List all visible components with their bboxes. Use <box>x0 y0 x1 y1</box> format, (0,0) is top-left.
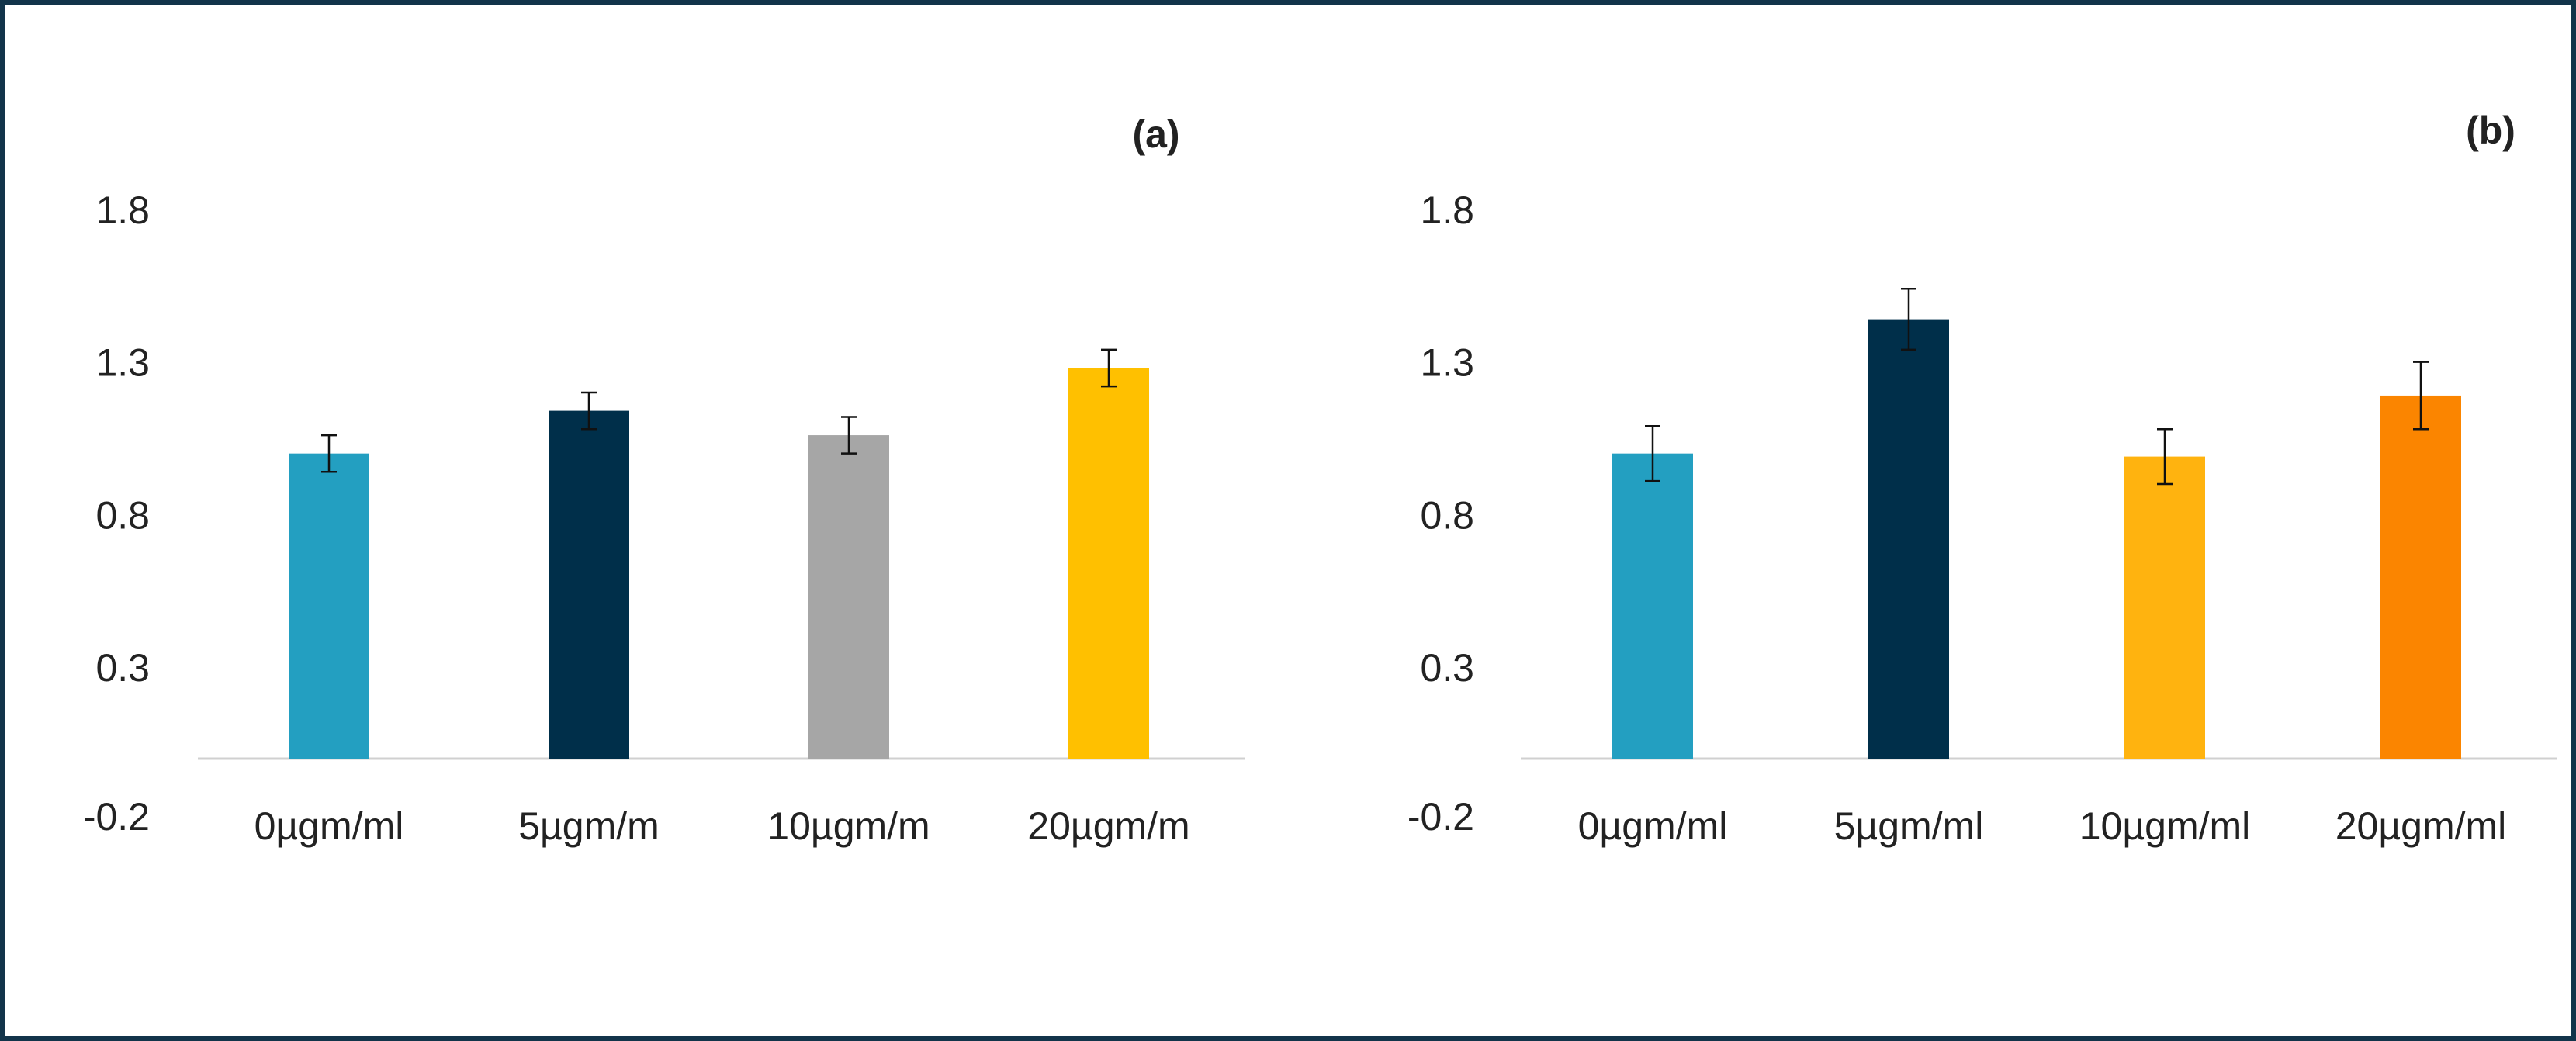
y-tick-label: 0.3 <box>95 646 150 690</box>
chart-panel-b: (b) 1.8 1.3 0.8 0.3 -0.2 0µgm/ml 5µgm/ml 10µgm/m… <box>1407 109 2557 848</box>
y-tick-label: 0.3 <box>1420 646 1474 690</box>
bar <box>1068 368 1149 759</box>
x-category-label: 5µgm/ml <box>1834 804 1984 848</box>
y-tick-label: -0.2 <box>83 795 150 839</box>
y-tick-label: 1.8 <box>1420 188 1474 232</box>
x-category-label: 20µgm/ml <box>2335 804 2507 848</box>
x-category-label: 0µgm/ml <box>254 804 404 848</box>
y-tick-label: 0.8 <box>95 493 150 537</box>
error-bar <box>1901 288 1916 351</box>
bar <box>549 410 629 759</box>
error-bar <box>1645 425 1660 482</box>
chart-panel-a: (a) 1.8 1.3 0.8 0.3 -0.2 0µgm/ml 5µgm/m 10µgm/m 2… <box>83 112 1245 848</box>
y-tick-label: 1.8 <box>95 188 150 232</box>
y-tick-label: 1.3 <box>1420 341 1474 385</box>
y-tick-label: 1.3 <box>95 341 150 385</box>
x-category-label: 10µgm/ml <box>2079 804 2251 848</box>
panel-title: (b) <box>2466 109 2515 152</box>
y-tick-label: 0.8 <box>1420 493 1474 537</box>
bar <box>1612 453 1693 759</box>
error-bar <box>1101 348 1117 388</box>
bar <box>289 453 369 759</box>
error-bar <box>581 391 597 431</box>
error-bar <box>2157 427 2173 486</box>
y-tick-label: -0.2 <box>1407 795 1474 839</box>
error-bar <box>2413 361 2429 431</box>
x-category-label: 5µgm/m <box>518 804 660 848</box>
error-bar <box>841 416 857 455</box>
bar <box>2380 395 2461 759</box>
x-category-label: 10µgm/m <box>767 804 930 848</box>
bar <box>2124 456 2205 759</box>
panel-title: (a) <box>1132 112 1179 156</box>
error-bar <box>321 434 337 473</box>
x-category-label: 0µgm/ml <box>1578 804 1728 848</box>
bar <box>1868 319 1949 759</box>
bar <box>808 435 889 759</box>
x-category-label: 20µgm/m <box>1027 804 1189 848</box>
